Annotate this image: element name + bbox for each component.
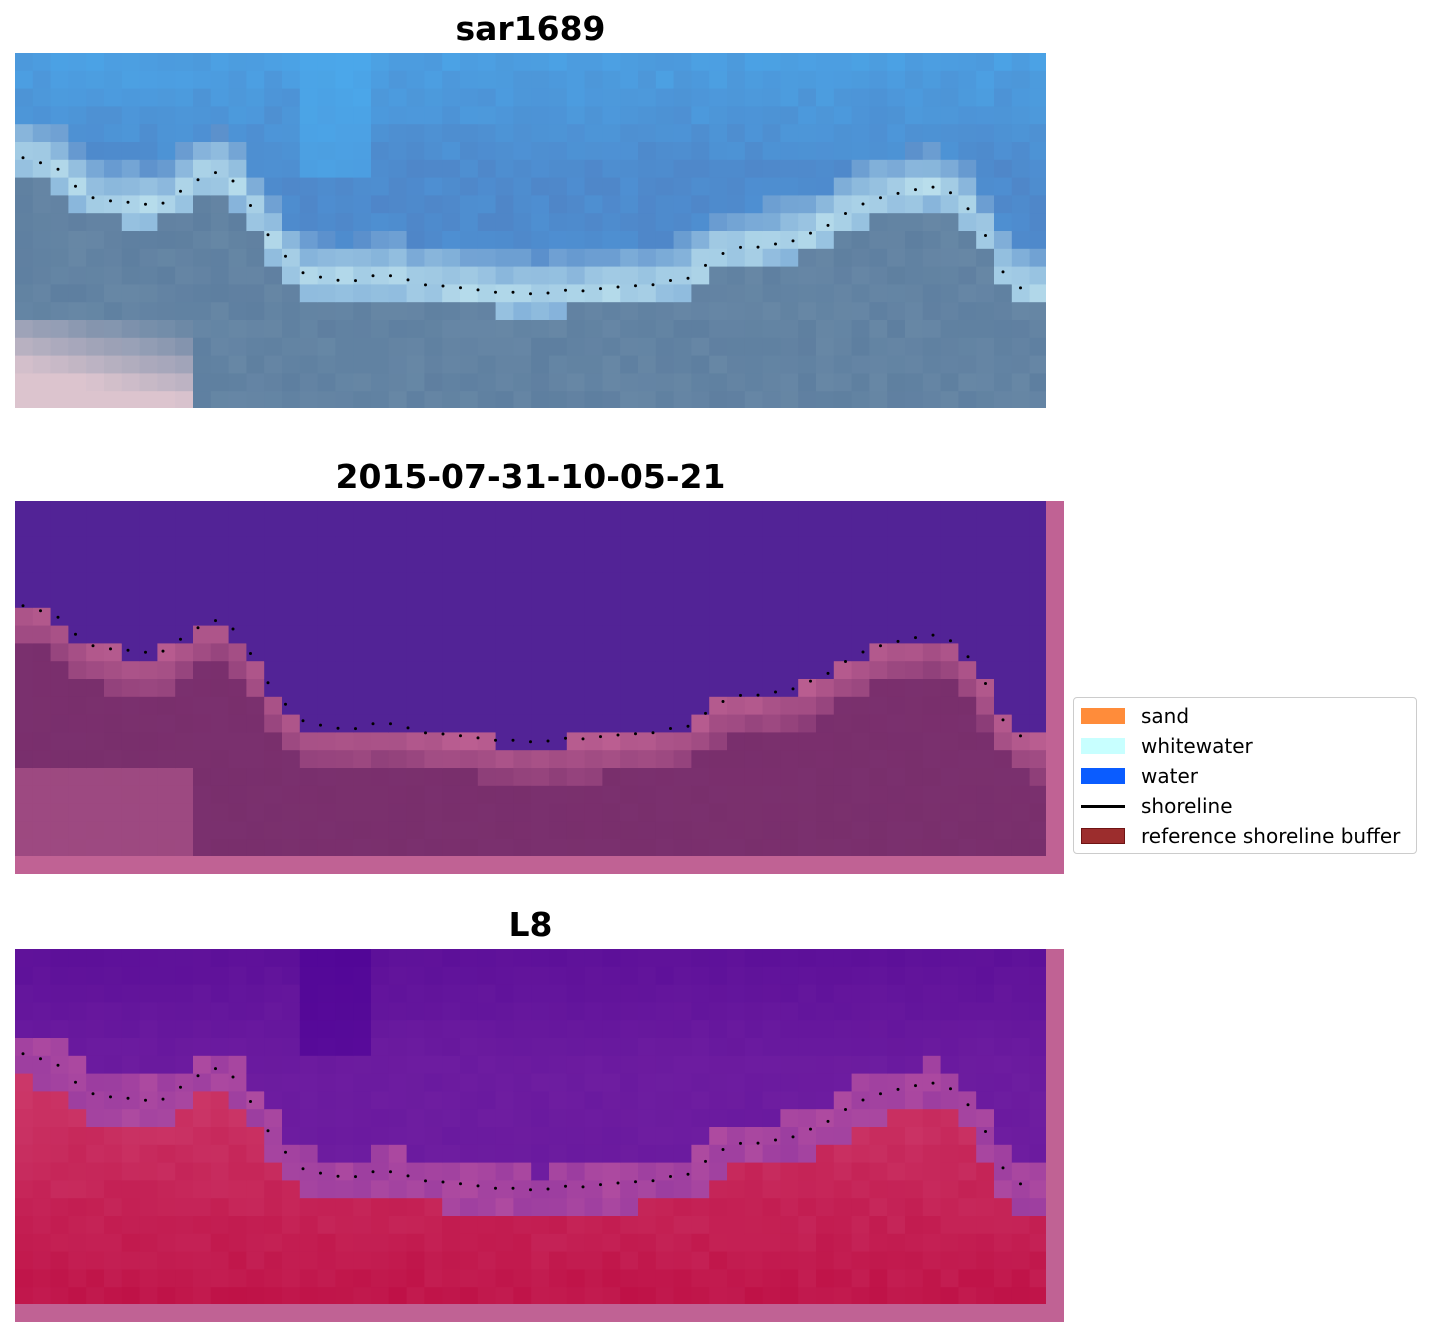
legend-label-shoreline: shoreline — [1141, 794, 1233, 818]
shoreline-points — [21, 1052, 1022, 1192]
pixel-grid — [15, 501, 1046, 856]
panel-title-classified: 2015-07-31-10-05-21 — [335, 457, 726, 496]
pixel-grid — [15, 53, 1046, 408]
rgb-satellite-image — [15, 53, 1046, 408]
shoreline-points — [21, 604, 1022, 744]
sand-swatch — [1081, 708, 1125, 724]
classified-image — [15, 501, 1064, 874]
legend-label-water: water — [1141, 764, 1198, 788]
legend-label-whitewater: whitewater — [1141, 734, 1253, 758]
index-image-panel — [15, 949, 1064, 1322]
legend-label-sand: sand — [1141, 704, 1190, 728]
shoreline-points — [21, 156, 1022, 296]
water-index-image — [15, 949, 1064, 1322]
reference-buffer-swatch — [1081, 828, 1125, 844]
panel-title-rgb: sar1689 — [455, 9, 606, 48]
whitewater-swatch — [1081, 738, 1125, 754]
shoreline-line-swatch — [1081, 805, 1125, 808]
legend-label-reference-buffer: reference shoreline buffer — [1141, 824, 1401, 848]
water-swatch — [1081, 768, 1125, 784]
rgb-image-panel — [15, 53, 1046, 408]
pixel-grid — [15, 949, 1046, 1304]
panel-title-index: L8 — [508, 905, 553, 944]
legend: sand whitewater water shoreline referenc… — [1073, 697, 1417, 854]
classified-image-panel — [15, 501, 1064, 874]
